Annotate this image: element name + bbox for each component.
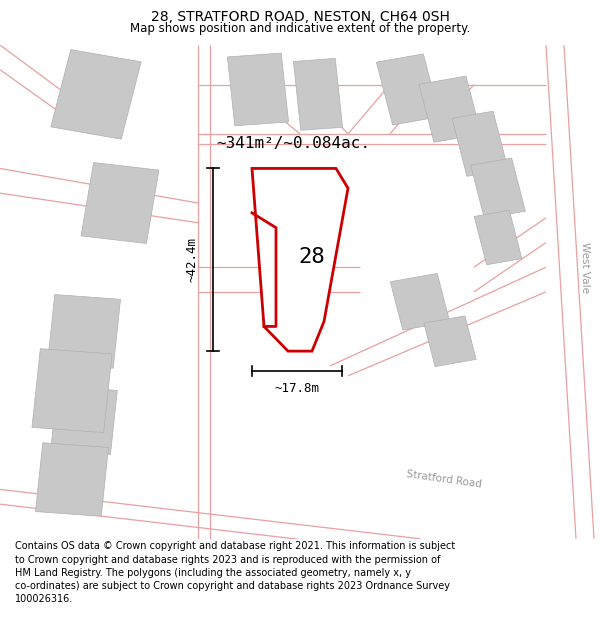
Text: ~341m²/~0.084ac.: ~341m²/~0.084ac.	[216, 136, 370, 151]
Text: ~42.4m: ~42.4m	[185, 238, 199, 282]
Polygon shape	[424, 316, 476, 367]
Polygon shape	[51, 49, 141, 139]
Text: Map shows position and indicative extent of the property.: Map shows position and indicative extent…	[130, 22, 470, 35]
Text: 28: 28	[299, 248, 325, 268]
Polygon shape	[470, 158, 526, 218]
Text: ~17.8m: ~17.8m	[275, 382, 320, 394]
Text: West Vale: West Vale	[580, 242, 590, 292]
Polygon shape	[51, 386, 117, 454]
Text: Stratford Road: Stratford Road	[406, 469, 482, 490]
Polygon shape	[419, 76, 481, 142]
Polygon shape	[252, 168, 348, 351]
Polygon shape	[474, 211, 522, 265]
Polygon shape	[390, 274, 450, 330]
Polygon shape	[47, 294, 121, 368]
Polygon shape	[32, 349, 112, 432]
Polygon shape	[81, 162, 159, 244]
Polygon shape	[293, 59, 343, 130]
Polygon shape	[452, 111, 508, 176]
Polygon shape	[376, 54, 440, 125]
Polygon shape	[35, 442, 109, 516]
Text: 28, STRATFORD ROAD, NESTON, CH64 0SH: 28, STRATFORD ROAD, NESTON, CH64 0SH	[151, 10, 449, 24]
Text: Contains OS data © Crown copyright and database right 2021. This information is : Contains OS data © Crown copyright and d…	[15, 541, 455, 604]
Polygon shape	[227, 53, 289, 126]
